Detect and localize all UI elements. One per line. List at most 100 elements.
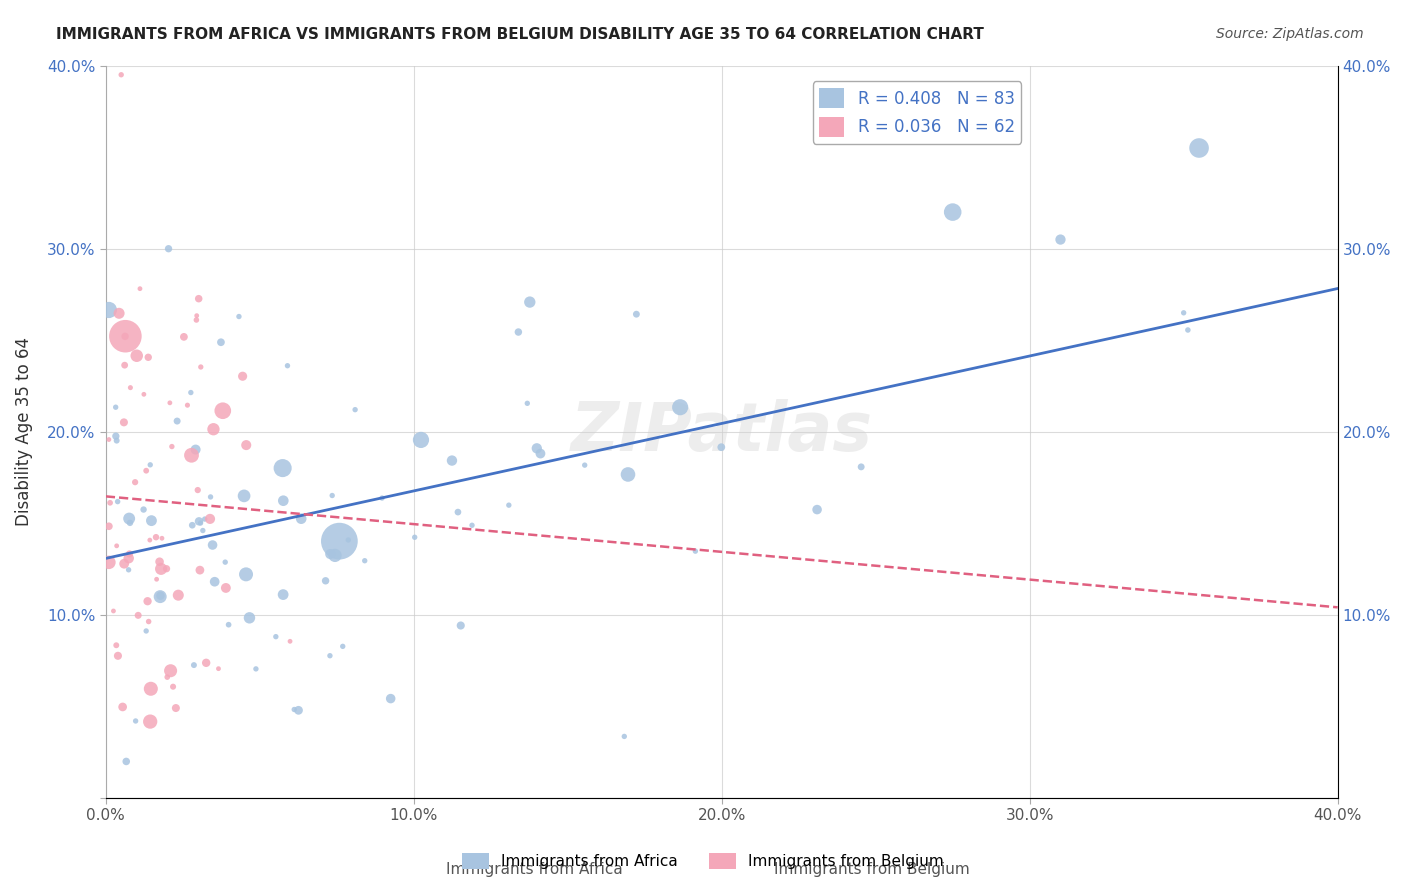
Point [97, 555, 120, 569]
Point [204, 574, 226, 589]
Point [141, 514, 163, 528]
Point [114, 329, 136, 343]
Point [149, 589, 172, 603]
Text: Immigrants from Belgium: Immigrants from Belgium [773, 863, 970, 877]
Point [114, 358, 136, 372]
Point [617, 467, 640, 482]
Point [319, 648, 342, 663]
Point [173, 330, 195, 344]
Text: IMMIGRANTS FROM AFRICA VS IMMIGRANTS FROM BELGIUM DISABILITY AGE 35 TO 64 CORREL: IMMIGRANTS FROM AFRICA VS IMMIGRANTS FRO… [56, 27, 984, 42]
Point [353, 554, 375, 568]
Point [150, 531, 173, 545]
Point [186, 313, 208, 327]
Point [287, 703, 309, 717]
Point [380, 691, 402, 706]
Point [186, 309, 208, 323]
Point [508, 325, 530, 339]
Point [323, 549, 346, 563]
Point [1049, 233, 1071, 247]
Point [114, 329, 136, 343]
Point [278, 634, 301, 648]
Point [104, 401, 127, 415]
Text: Source: ZipAtlas.com: Source: ZipAtlas.com [1216, 27, 1364, 41]
Point [461, 518, 484, 533]
Point [135, 464, 157, 478]
Point [138, 615, 160, 629]
Point [157, 242, 180, 256]
Point [371, 491, 394, 505]
Point [108, 306, 131, 320]
Point [849, 459, 872, 474]
Point [139, 533, 162, 547]
Point [450, 618, 472, 632]
Point [228, 310, 250, 324]
Point [447, 505, 470, 519]
Point [136, 594, 159, 608]
Point [526, 442, 548, 456]
Point [1188, 141, 1211, 155]
Point [233, 489, 256, 503]
Point [118, 551, 141, 566]
Point [110, 68, 132, 82]
Point [319, 547, 342, 561]
Point [107, 648, 129, 663]
Point [271, 461, 294, 475]
Point [238, 611, 260, 625]
Point [207, 662, 229, 676]
Point [97, 519, 120, 533]
Point [235, 567, 257, 582]
Point [105, 539, 128, 553]
Point [669, 401, 692, 415]
Point [337, 533, 360, 547]
Point [115, 755, 138, 769]
Point [404, 530, 426, 544]
Point [409, 433, 432, 447]
Point [321, 489, 343, 503]
Point [145, 530, 167, 544]
Point [159, 664, 181, 678]
Point [806, 502, 828, 516]
Point [440, 453, 463, 467]
Point [271, 493, 294, 508]
Point [166, 414, 188, 428]
Point [180, 448, 202, 462]
Point [942, 205, 965, 219]
Point [519, 295, 541, 310]
Point [209, 335, 232, 350]
Point [264, 630, 287, 644]
Point [181, 518, 204, 533]
Point [201, 538, 224, 552]
Point [167, 588, 190, 602]
Point [132, 502, 155, 516]
Point [139, 458, 162, 472]
Text: Immigrants from Africa: Immigrants from Africa [446, 863, 623, 877]
Y-axis label: Disability Age 35 to 64: Disability Age 35 to 64 [15, 337, 32, 526]
Point [214, 555, 236, 569]
Point [160, 440, 183, 454]
Point [315, 574, 337, 588]
Point [1177, 323, 1199, 337]
Point [188, 514, 211, 528]
Point [176, 398, 198, 412]
Point [276, 359, 298, 373]
Point [98, 496, 121, 510]
Point [235, 438, 257, 452]
Point [190, 359, 212, 374]
Point [245, 662, 267, 676]
Point [125, 349, 148, 363]
Point [328, 534, 350, 549]
Point [149, 590, 172, 604]
Point [155, 562, 177, 576]
Point [132, 387, 155, 401]
Point [613, 730, 636, 744]
Point [232, 369, 254, 384]
Point [118, 547, 141, 561]
Point [200, 490, 222, 504]
Point [104, 429, 127, 443]
Point [574, 458, 596, 472]
Text: ZIPatlas: ZIPatlas [571, 399, 873, 465]
Point [188, 563, 211, 577]
Point [162, 680, 184, 694]
Point [332, 640, 354, 654]
Legend: Immigrants from Africa, Immigrants from Belgium: Immigrants from Africa, Immigrants from … [456, 847, 950, 875]
